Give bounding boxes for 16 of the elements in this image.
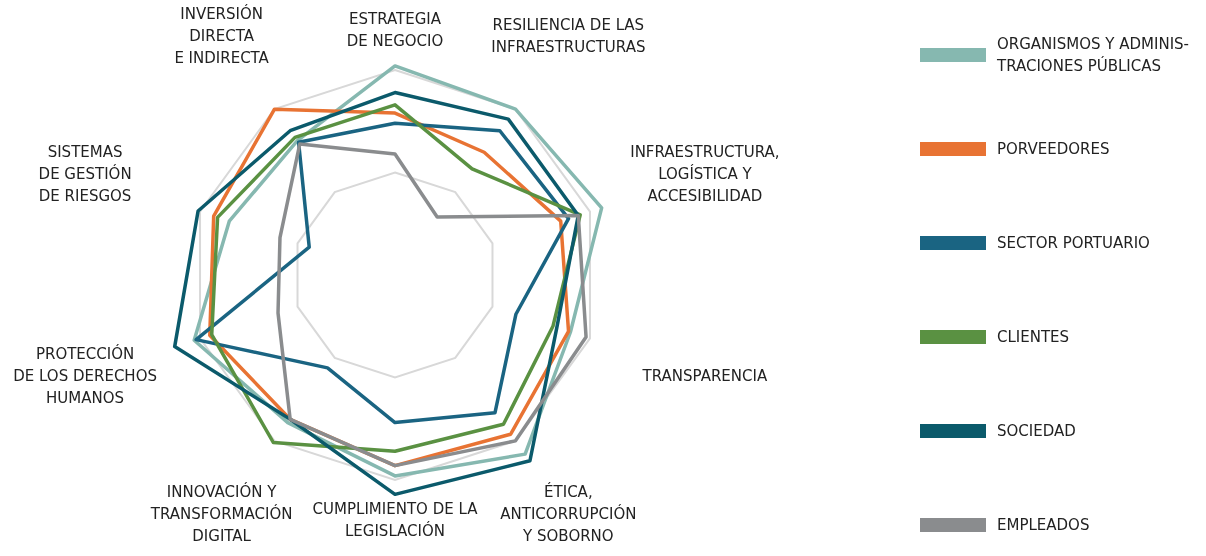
- legend-label: ORGANISMOS Y ADMINIS- TRACIONES PÚBLICAS: [996, 34, 1190, 75]
- spoke-label: PROTECCIÓN DE LOS DERECHOS HUMANOS: [13, 343, 157, 407]
- legend-label: PORVEEDORES: [997, 139, 1110, 158]
- spoke-label: INNOVACIÓN Y TRANSFORMACIÓN DIGITAL: [149, 481, 293, 545]
- spoke-label: TRANSPARENCIA: [641, 366, 768, 385]
- spoke-label: ÉTICA, ANTICORRUPCIÓN Y SOBORNO: [500, 481, 637, 545]
- spoke-label: INVERSIÓN DIRECTA E INDIRECTA: [174, 3, 270, 67]
- legend-label: SECTOR PORTUARIO: [997, 233, 1150, 252]
- legend-label: CLIENTES: [997, 327, 1070, 346]
- spoke-label: INFRAESTRUCTURA, LOGÍSTICA Y ACCESIBILIDAD: [630, 142, 780, 205]
- spoke-label: CUMPLIMIENTO DE LA LEGISLACIÓN: [312, 499, 479, 540]
- spoke-label: SISTEMAS DE GESTIÓN DE RIESGOS: [38, 142, 132, 205]
- spoke-label: RESILIENCIA DE LAS INFRAESTRUCTURAS: [491, 15, 646, 56]
- legend-label: SOCIEDAD: [997, 421, 1076, 440]
- spoke-label: ESTRATEGIA DE NEGOCIO: [346, 9, 444, 50]
- legend-label: EMPLEADOS: [997, 515, 1090, 534]
